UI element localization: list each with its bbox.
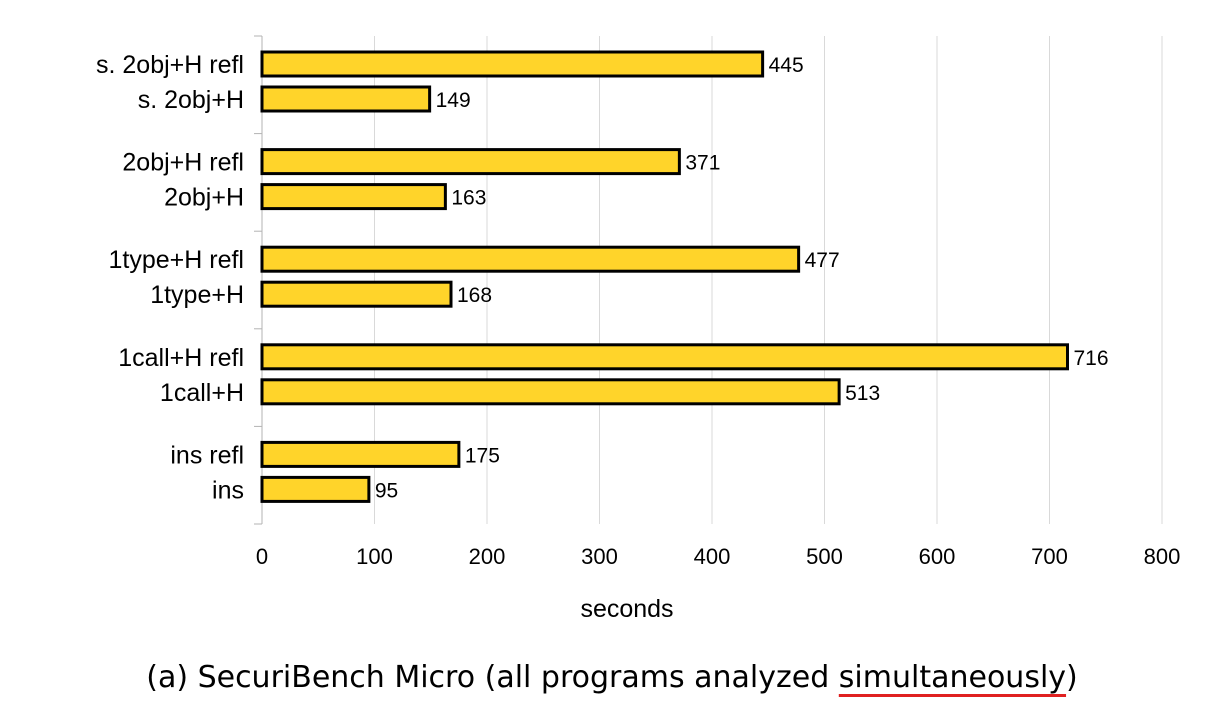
data-label: 168 [457, 284, 492, 307]
data-label: 477 [805, 249, 840, 272]
x-tick-label-500: 500 [806, 544, 843, 569]
caption-underlined-word: simultaneously [838, 660, 1067, 695]
bar-ins-refl [260, 440, 461, 468]
data-label: 95 [375, 479, 398, 502]
category-label: s. 2obj+H [138, 86, 244, 114]
bar-chart: 0 100 200 300 400 500 600 700 800 s. 2obj+H refl 4… [96, 35, 1180, 623]
category-label: 2obj+H refl [122, 149, 244, 177]
bars [260, 50, 1069, 503]
bar-1call-h-refl [260, 343, 1069, 371]
x-tick-label-300: 300 [581, 544, 618, 569]
category-label: ins [212, 476, 244, 504]
bar-s-2obj-h-refl [260, 50, 765, 78]
x-tick-label-600: 600 [919, 544, 956, 569]
data-label: 716 [1074, 347, 1109, 370]
category-label: 2obj+H [164, 184, 244, 212]
data-label: 513 [845, 382, 880, 405]
bar-s-2obj-h [260, 85, 432, 113]
category-label: 1call+H refl [118, 344, 244, 372]
x-tick-label-0: 0 [256, 544, 268, 569]
data-label: 175 [465, 444, 500, 467]
x-tick-label-400: 400 [694, 544, 731, 569]
category-label: 1type+H [150, 281, 244, 309]
bar-2obj-h-refl [260, 148, 681, 176]
category-label: 1type+H refl [109, 246, 245, 274]
category-label: s. 2obj+H refl [96, 51, 244, 79]
x-axis-title: seconds [580, 595, 673, 623]
data-label: 163 [451, 187, 486, 210]
bar-2obj-h [260, 183, 447, 211]
data-label: 149 [436, 89, 471, 112]
bar-1type-h [260, 280, 453, 308]
x-tick-label-100: 100 [356, 544, 393, 569]
category-label: 1call+H [160, 379, 244, 407]
x-tick-label-700: 700 [1031, 544, 1068, 569]
x-tick-label-800: 800 [1144, 544, 1181, 569]
bar-ins [260, 475, 371, 503]
x-tick-label-200: 200 [469, 544, 506, 569]
bar-1type-h-refl [260, 245, 801, 273]
data-label: 371 [685, 152, 720, 175]
figure-caption: (a) SecuriBench Micro (all programs anal… [0, 660, 1224, 695]
bar-1call-h [260, 378, 841, 406]
labels: 0 100 200 300 400 500 600 700 800 s. 2obj+H refl 4… [96, 51, 1180, 569]
gridlines [374, 36, 1163, 524]
caption-suffix: ) [1066, 660, 1078, 695]
data-label: 445 [769, 54, 804, 77]
caption-prefix: (a) SecuriBench Micro (all programs anal… [146, 660, 839, 695]
category-label: ins refl [170, 441, 244, 469]
